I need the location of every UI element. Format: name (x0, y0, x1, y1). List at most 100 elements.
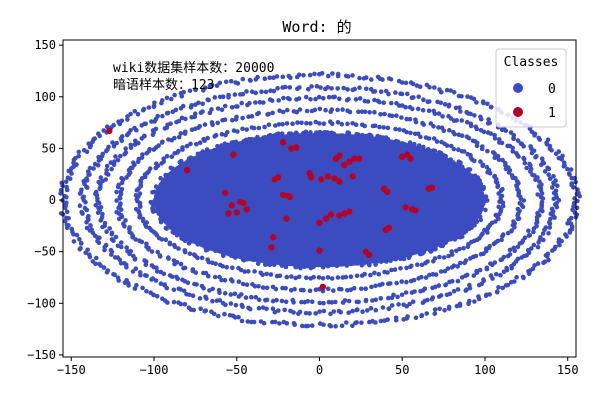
point-0-2187 (187, 237, 192, 243)
point-0-1314 (393, 126, 398, 132)
point-0-411 (453, 105, 459, 111)
point-0-428 (383, 88, 389, 94)
point-0-134 (140, 107, 146, 113)
point-0-478 (170, 109, 176, 115)
point-0-946 (433, 284, 438, 290)
point-0-1073 (277, 108, 282, 113)
point-0-286 (385, 317, 390, 322)
point-0-1432 (230, 265, 235, 271)
point-0-1143 (123, 218, 128, 223)
point-0-455 (263, 89, 269, 95)
point-0-980 (531, 229, 536, 235)
point-0-2055 (458, 170, 463, 175)
point-0-2123 (477, 178, 483, 183)
point-0-2100 (373, 259, 379, 265)
point-0-625 (389, 303, 395, 308)
point-0-2053 (470, 213, 476, 219)
point-0-1468 (392, 267, 398, 272)
point-0-1062 (328, 109, 334, 114)
point-0-244 (202, 309, 208, 314)
point-0-633 (425, 297, 430, 303)
point-0-120 (187, 88, 193, 94)
point-0-132 (146, 105, 152, 110)
point-0-897 (217, 290, 222, 296)
point-0-863 (111, 238, 116, 243)
point-0-13 (568, 167, 574, 172)
point-0-1437 (252, 269, 257, 274)
point-0-591 (240, 304, 245, 310)
point-0-2181 (324, 260, 330, 266)
point-0-1071 (285, 107, 290, 113)
point-0-583 (210, 298, 215, 304)
point-0-1121 (124, 175, 129, 180)
point-0-288 (393, 315, 399, 321)
point-0-1412 (163, 237, 169, 242)
point-0-1426 (206, 259, 211, 265)
point-0-405 (472, 113, 477, 118)
point-0-2087 (267, 262, 273, 268)
point-0-2115 (244, 256, 250, 262)
point-0-1938 (261, 140, 266, 145)
point-0-674 (540, 231, 546, 236)
point-0-1275 (500, 186, 505, 192)
legend-marker-0 (513, 83, 523, 93)
point-1-17 (270, 234, 277, 241)
point-0-1089 (210, 122, 215, 128)
point-0-1886 (402, 142, 408, 148)
point-0-420 (416, 94, 422, 100)
point-0-2166 (183, 231, 189, 237)
point-0-880 (154, 269, 160, 274)
point-0-306 (467, 298, 472, 304)
point-0-509 (95, 163, 101, 168)
point-0-2175 (294, 134, 300, 139)
point-0-2207 (219, 146, 224, 152)
point-0-1913 (418, 148, 424, 153)
point-0-610 (328, 311, 333, 317)
point-0-1168 (178, 261, 184, 267)
point-0-418 (425, 99, 431, 104)
point-0-1310 (408, 130, 413, 136)
point-0-87 (330, 71, 335, 76)
point-0-453 (271, 88, 277, 94)
point-0-283 (373, 320, 378, 325)
point-1-13 (288, 145, 295, 152)
point-0-776 (276, 98, 282, 103)
point-0-323 (520, 274, 526, 280)
point-0-770 (303, 94, 309, 100)
point-0-906 (256, 297, 262, 303)
point-0-2182 (308, 130, 313, 135)
point-0-158 (76, 149, 82, 155)
point-0-1419 (182, 249, 188, 255)
point-0-223 (126, 283, 131, 288)
point-0-1222 (411, 277, 417, 283)
point-0-414 (442, 102, 448, 107)
point-0-2036 (470, 188, 476, 193)
point-0-619 (365, 308, 370, 313)
point-0-291 (405, 314, 410, 319)
point-0-1450 (311, 274, 317, 280)
point-0-1337 (284, 121, 290, 126)
point-0-1255 (509, 228, 514, 233)
point-0-2208 (399, 254, 404, 260)
point-0-939 (403, 290, 409, 295)
point-0-587 (223, 302, 228, 308)
point-0-125 (169, 96, 174, 102)
point-0-476 (178, 106, 184, 111)
point-0-2101 (388, 142, 394, 147)
point-0-630 (410, 299, 416, 305)
point-0-608 (317, 309, 322, 314)
point-0-588 (228, 301, 234, 306)
point-0-829 (104, 167, 109, 173)
point-0-2183 (380, 135, 385, 140)
point-0-923 (333, 299, 338, 305)
point-0-102 (262, 76, 268, 81)
point-0-1212 (369, 284, 374, 290)
point-0-925 (342, 298, 348, 303)
point-0-910 (274, 297, 279, 303)
point-0-1152 (133, 237, 138, 242)
point-0-1779 (438, 151, 444, 156)
point-0-1306 (423, 135, 429, 140)
point-0-714 (514, 151, 519, 156)
point-0-1328 (328, 119, 333, 124)
point-0-327 (530, 266, 536, 272)
